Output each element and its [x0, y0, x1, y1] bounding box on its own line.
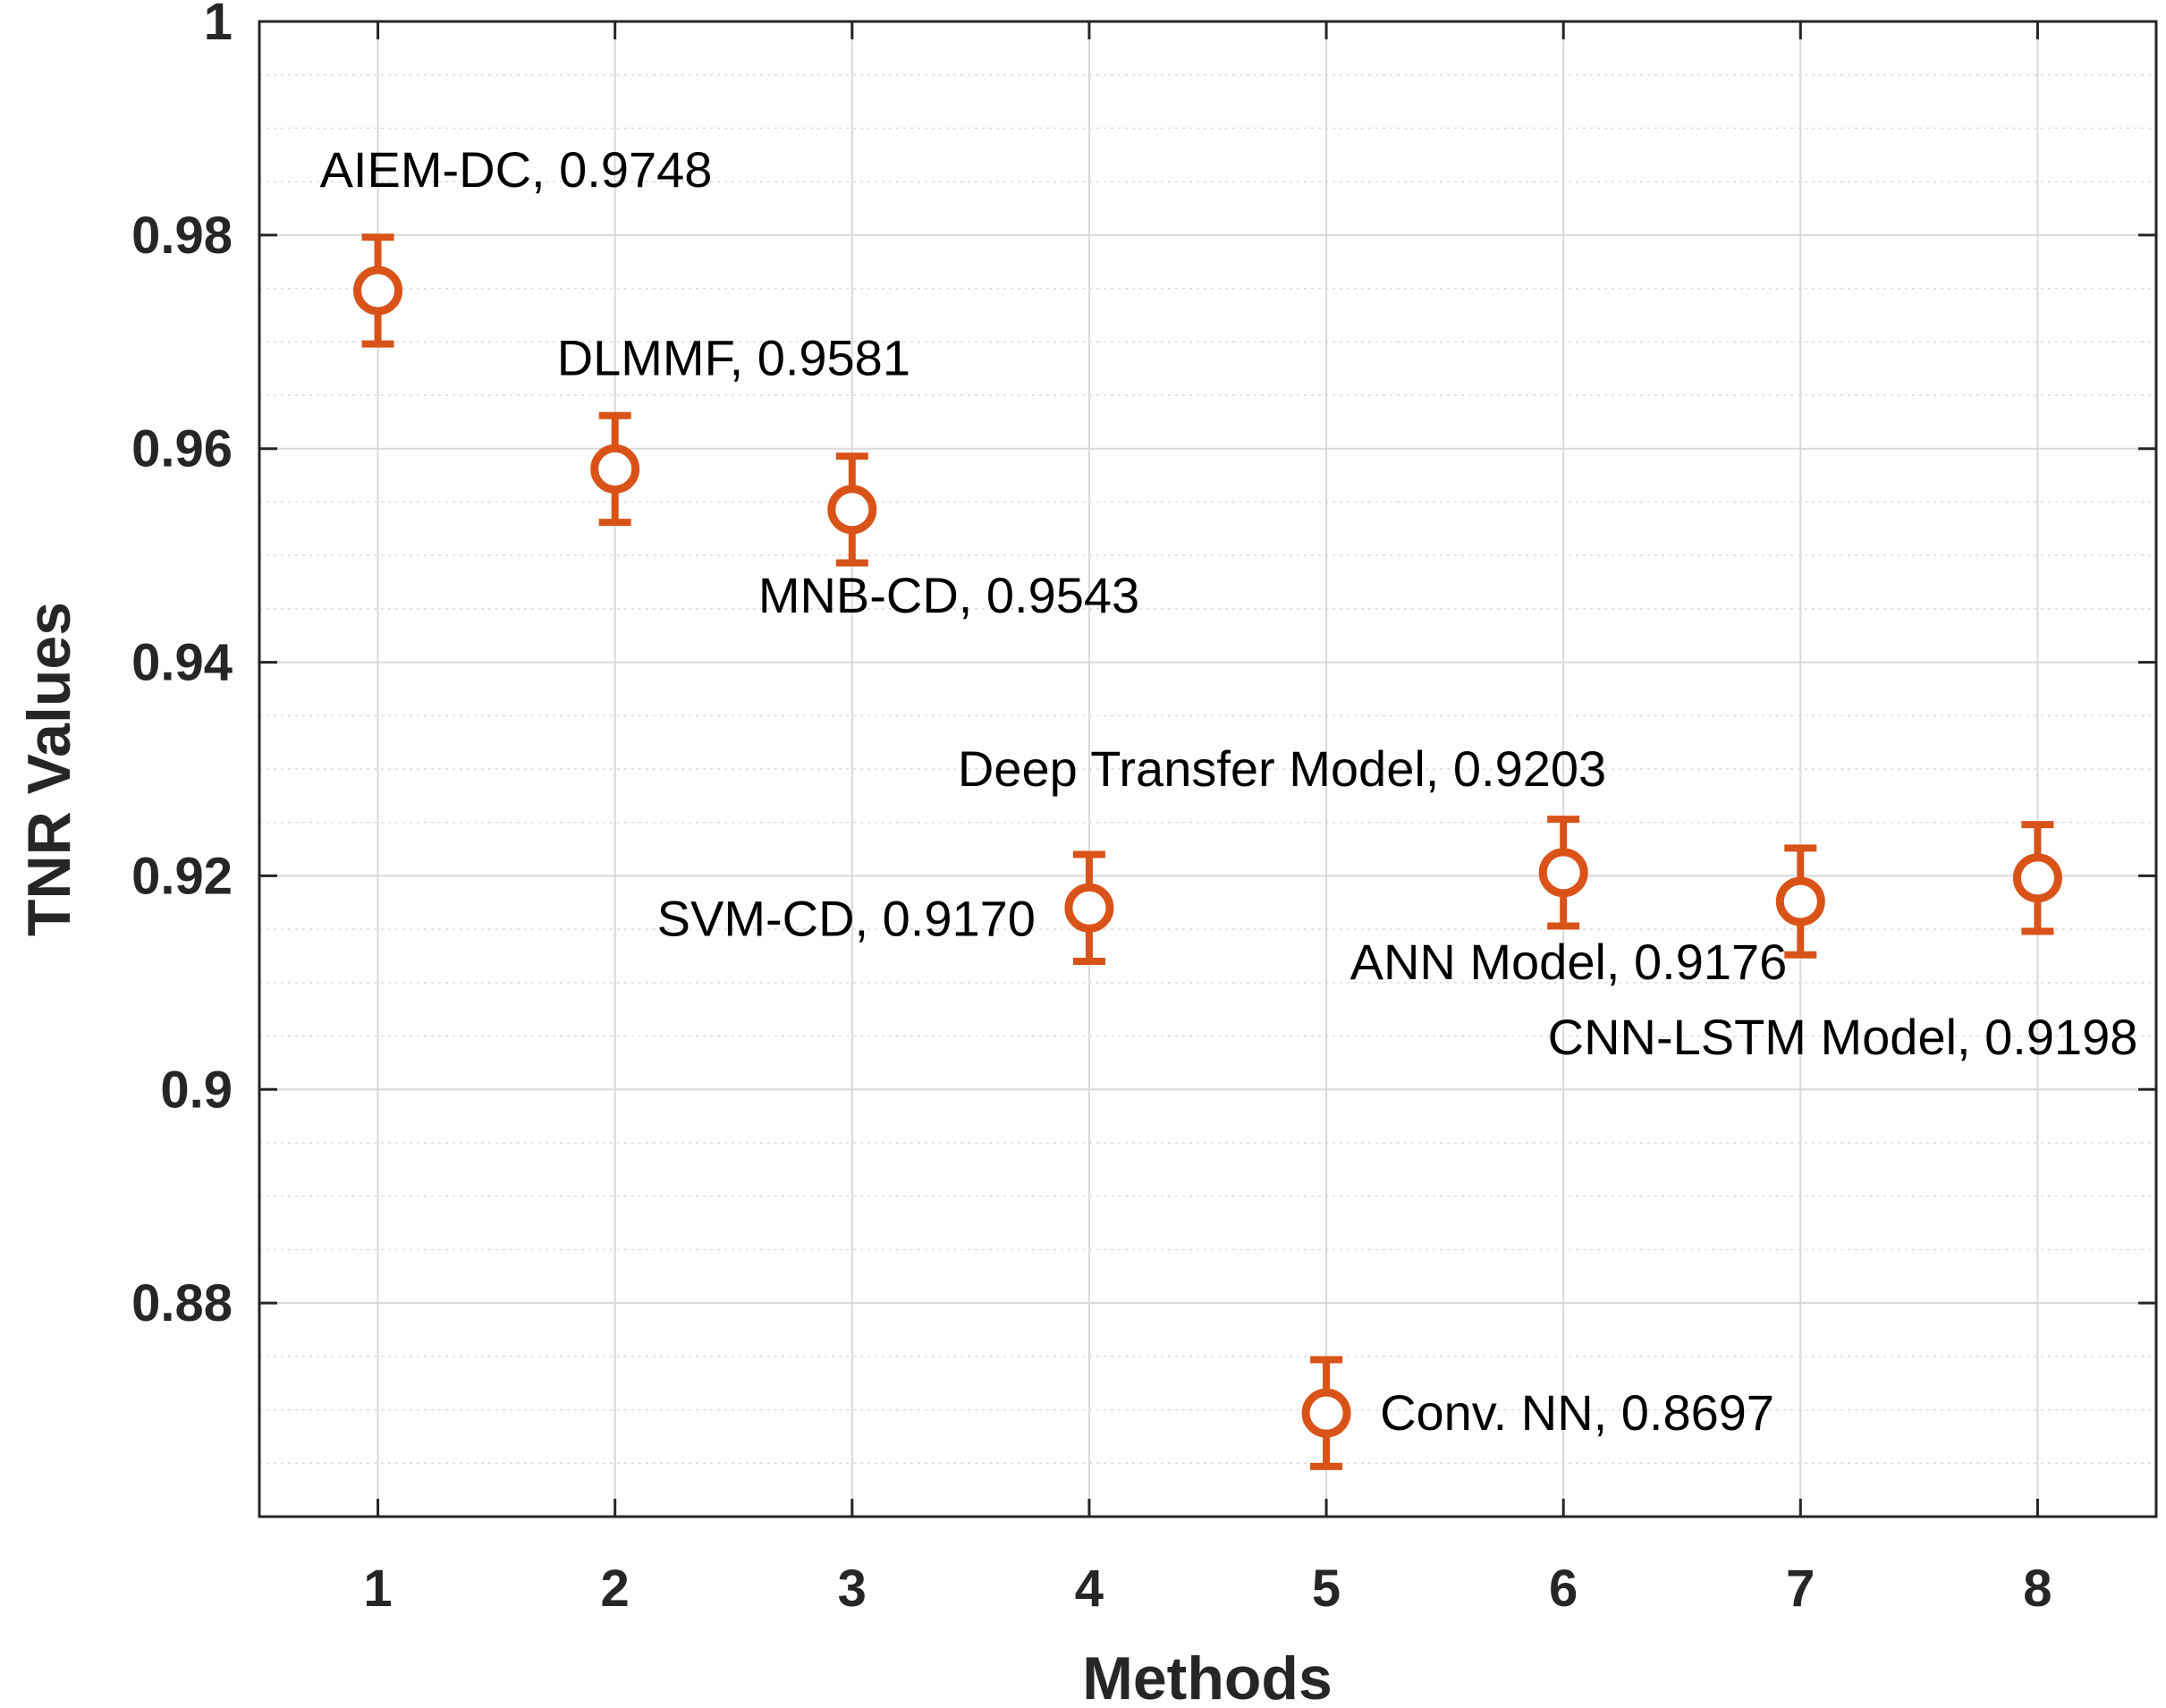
y-tick-label: 0.98: [131, 207, 233, 265]
x-tick-label: 7: [1786, 1560, 1815, 1618]
y-tick-label: 1: [204, 0, 233, 51]
point-marker: [1064, 883, 1114, 933]
y-tick-label: 0.96: [131, 420, 233, 478]
plot-area-border: [258, 20, 2158, 1518]
x-tick-label: 4: [1075, 1560, 1104, 1618]
data-point-6: [1538, 816, 1588, 930]
y-tick-label: 0.88: [131, 1274, 233, 1332]
x-tick-label: 6: [1549, 1560, 1578, 1618]
y-axis-title: TNR Values: [15, 602, 83, 936]
data-point-3: [827, 452, 877, 567]
x-axis-title: Methods: [1082, 1645, 1333, 1708]
data-point-5: [1301, 1356, 1351, 1470]
point-marker: [1301, 1388, 1351, 1438]
point-marker: [590, 444, 640, 494]
data-point-1: [353, 233, 403, 348]
annotation-label-3: MNB-CD, 0.9543: [758, 567, 1139, 623]
annotation-label-6: Deep Transfer Model, 0.9203: [958, 740, 1606, 797]
x-tick-label: 8: [2023, 1560, 2052, 1618]
annotation-label-7: ANN Model, 0.9176: [1350, 934, 1788, 990]
y-tick-label: 0.92: [131, 847, 233, 905]
point-marker: [1775, 876, 1825, 926]
data-point-8: [2012, 821, 2062, 935]
data-marks: [353, 233, 2062, 1470]
data-point-4: [1064, 850, 1114, 965]
y-tick-label: 0.9: [160, 1061, 233, 1119]
y-tick-labels: 0.88 0.9 0.92 0.94 0.96 0.98 1: [131, 0, 233, 1332]
annotation-label-5: Conv. NN, 0.8697: [1380, 1384, 1774, 1441]
data-point-7: [1775, 844, 1825, 959]
annotation-label-1: AIEM-DC, 0.9748: [320, 141, 713, 198]
x-tick-label: 1: [363, 1560, 392, 1618]
point-marker: [1538, 848, 1588, 898]
x-tick-label: 3: [838, 1560, 867, 1618]
point-marker: [827, 485, 877, 535]
point-annotations: AIEM-DC, 0.9748 DLMMF, 0.9581 MNB-CD, 0.95…: [320, 141, 2138, 1441]
x-tick-label: 5: [1312, 1560, 1341, 1618]
annotation-label-4: SVM-CD, 0.9170: [657, 890, 1036, 946]
point-marker: [353, 266, 403, 316]
y-tick-label: 0.94: [131, 634, 233, 692]
x-tick-label: 2: [601, 1560, 630, 1618]
point-marker: [2012, 853, 2062, 903]
x-tick-labels: 1 2 3 4 5 6 7 8: [363, 1560, 2052, 1618]
annotation-label-2: DLMMF, 0.9581: [557, 329, 910, 385]
annotation-label-8: CNN-LSTM Model, 0.9198: [1548, 1009, 2138, 1065]
data-point-2: [590, 411, 640, 527]
grid: [259, 21, 2156, 1517]
